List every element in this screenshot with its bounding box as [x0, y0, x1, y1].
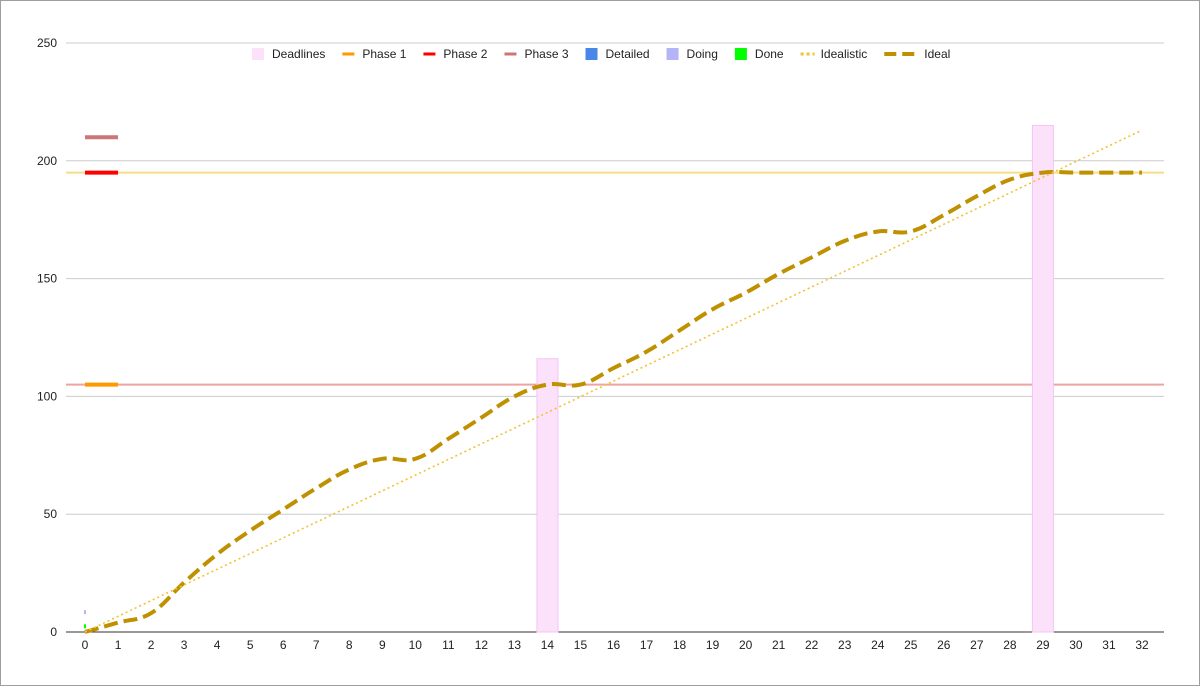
- y-axis-tick-labels: 0 50 100 150 200 250: [37, 36, 57, 639]
- legend-label: Idealistic: [821, 47, 868, 61]
- legend-label: Detailed: [606, 47, 650, 61]
- x-tick-label: 5: [247, 638, 254, 652]
- legend-item: Done: [734, 47, 784, 61]
- x-tick-label: 23: [838, 638, 852, 652]
- x-tick-label: 13: [508, 638, 522, 652]
- legend-item: Phase 2: [423, 47, 488, 61]
- legend-label: Phase 1: [362, 47, 406, 61]
- gridlines: [66, 42, 1164, 633]
- x-tick-label: 4: [214, 638, 221, 652]
- legend-label: Deadlines: [272, 47, 325, 61]
- series-line-ideal: [84, 169, 1142, 634]
- x-tick-label: 0: [82, 638, 89, 652]
- x-tick-label: 25: [904, 638, 918, 652]
- x-tick-label: 12: [475, 638, 489, 652]
- y-tick-label: 250: [37, 36, 57, 50]
- x-tick-label: 32: [1135, 638, 1149, 652]
- deadline-bar: [1031, 124, 1054, 633]
- legend-swatch: [666, 48, 679, 60]
- y-tick-label: 150: [37, 272, 57, 286]
- x-tick-label: 3: [181, 638, 188, 652]
- x-tick-label: 17: [640, 638, 654, 652]
- x-tick-label: 18: [673, 638, 687, 652]
- x-tick-label: 19: [706, 638, 720, 652]
- mark-doing: [84, 610, 86, 615]
- y-tick-label: 200: [37, 154, 57, 168]
- x-tick-label: 14: [541, 638, 555, 652]
- legend-item: Deadlines: [252, 47, 325, 61]
- x-tick-label: 22: [805, 638, 819, 652]
- x-tick-label: 29: [1036, 638, 1050, 652]
- legend-label: Phase 3: [524, 47, 568, 61]
- legend-item: Ideal: [884, 47, 950, 61]
- legend-swatch: [585, 48, 598, 60]
- x-tick-label: 16: [607, 638, 621, 652]
- y-tick-label: 50: [44, 507, 58, 521]
- legend-item: Detailed: [585, 47, 650, 61]
- x-tick-label: 1: [115, 638, 122, 652]
- series-lines: [84, 129, 1143, 634]
- x-tick-label: 8: [346, 638, 353, 652]
- legend-item: Phase 3: [504, 47, 569, 61]
- legend-label: Doing: [687, 47, 718, 61]
- x-tick-label: 26: [937, 638, 951, 652]
- x-tick-label: 10: [409, 638, 423, 652]
- legend-label: Phase 2: [443, 47, 487, 61]
- x-tick-label: 30: [1069, 638, 1083, 652]
- x-tick-label: 9: [379, 638, 386, 652]
- legend-label: Done: [755, 47, 784, 61]
- series-line-idealistic: [84, 129, 1143, 633]
- x-tick-label: 31: [1102, 638, 1116, 652]
- x-tick-label: 21: [772, 638, 786, 652]
- x-tick-label: 11: [442, 638, 455, 652]
- x-tick-label: 20: [739, 638, 753, 652]
- phase-markers: [85, 135, 119, 387]
- legend-swatch: [252, 48, 264, 60]
- x-tick-label: 7: [313, 638, 320, 652]
- y-tick-label: 100: [37, 389, 57, 403]
- legend: Deadlines Phase 1 Phase 2 Phase 3 Detailed Do…: [252, 47, 950, 61]
- small-marks: [84, 610, 86, 629]
- legend-item: Phase 1: [342, 47, 407, 61]
- x-tick-label: 6: [280, 638, 287, 652]
- deadline-bars: [536, 124, 1054, 633]
- deadline-bar: [536, 358, 559, 633]
- x-tick-label: 24: [871, 638, 885, 652]
- reference-lines: [66, 171, 1164, 386]
- x-tick-label: 28: [1003, 638, 1017, 652]
- x-axis-tick-labels: 0 1 2 3 4 5 6 7 8 9 10 11 12 13 14 15 16 17 18 19 20 21 22 23 24…: [82, 638, 1149, 652]
- x-tick-label: 27: [970, 638, 984, 652]
- legend-item: Doing: [666, 47, 718, 61]
- mark-done: [84, 624, 86, 629]
- legend-label: Ideal: [924, 47, 950, 61]
- x-tick-label: 15: [574, 638, 588, 652]
- y-tick-label: 0: [50, 625, 57, 639]
- legend-swatch: [734, 48, 747, 60]
- legend-item: Idealistic: [800, 47, 868, 61]
- x-tick-label: 2: [148, 638, 155, 652]
